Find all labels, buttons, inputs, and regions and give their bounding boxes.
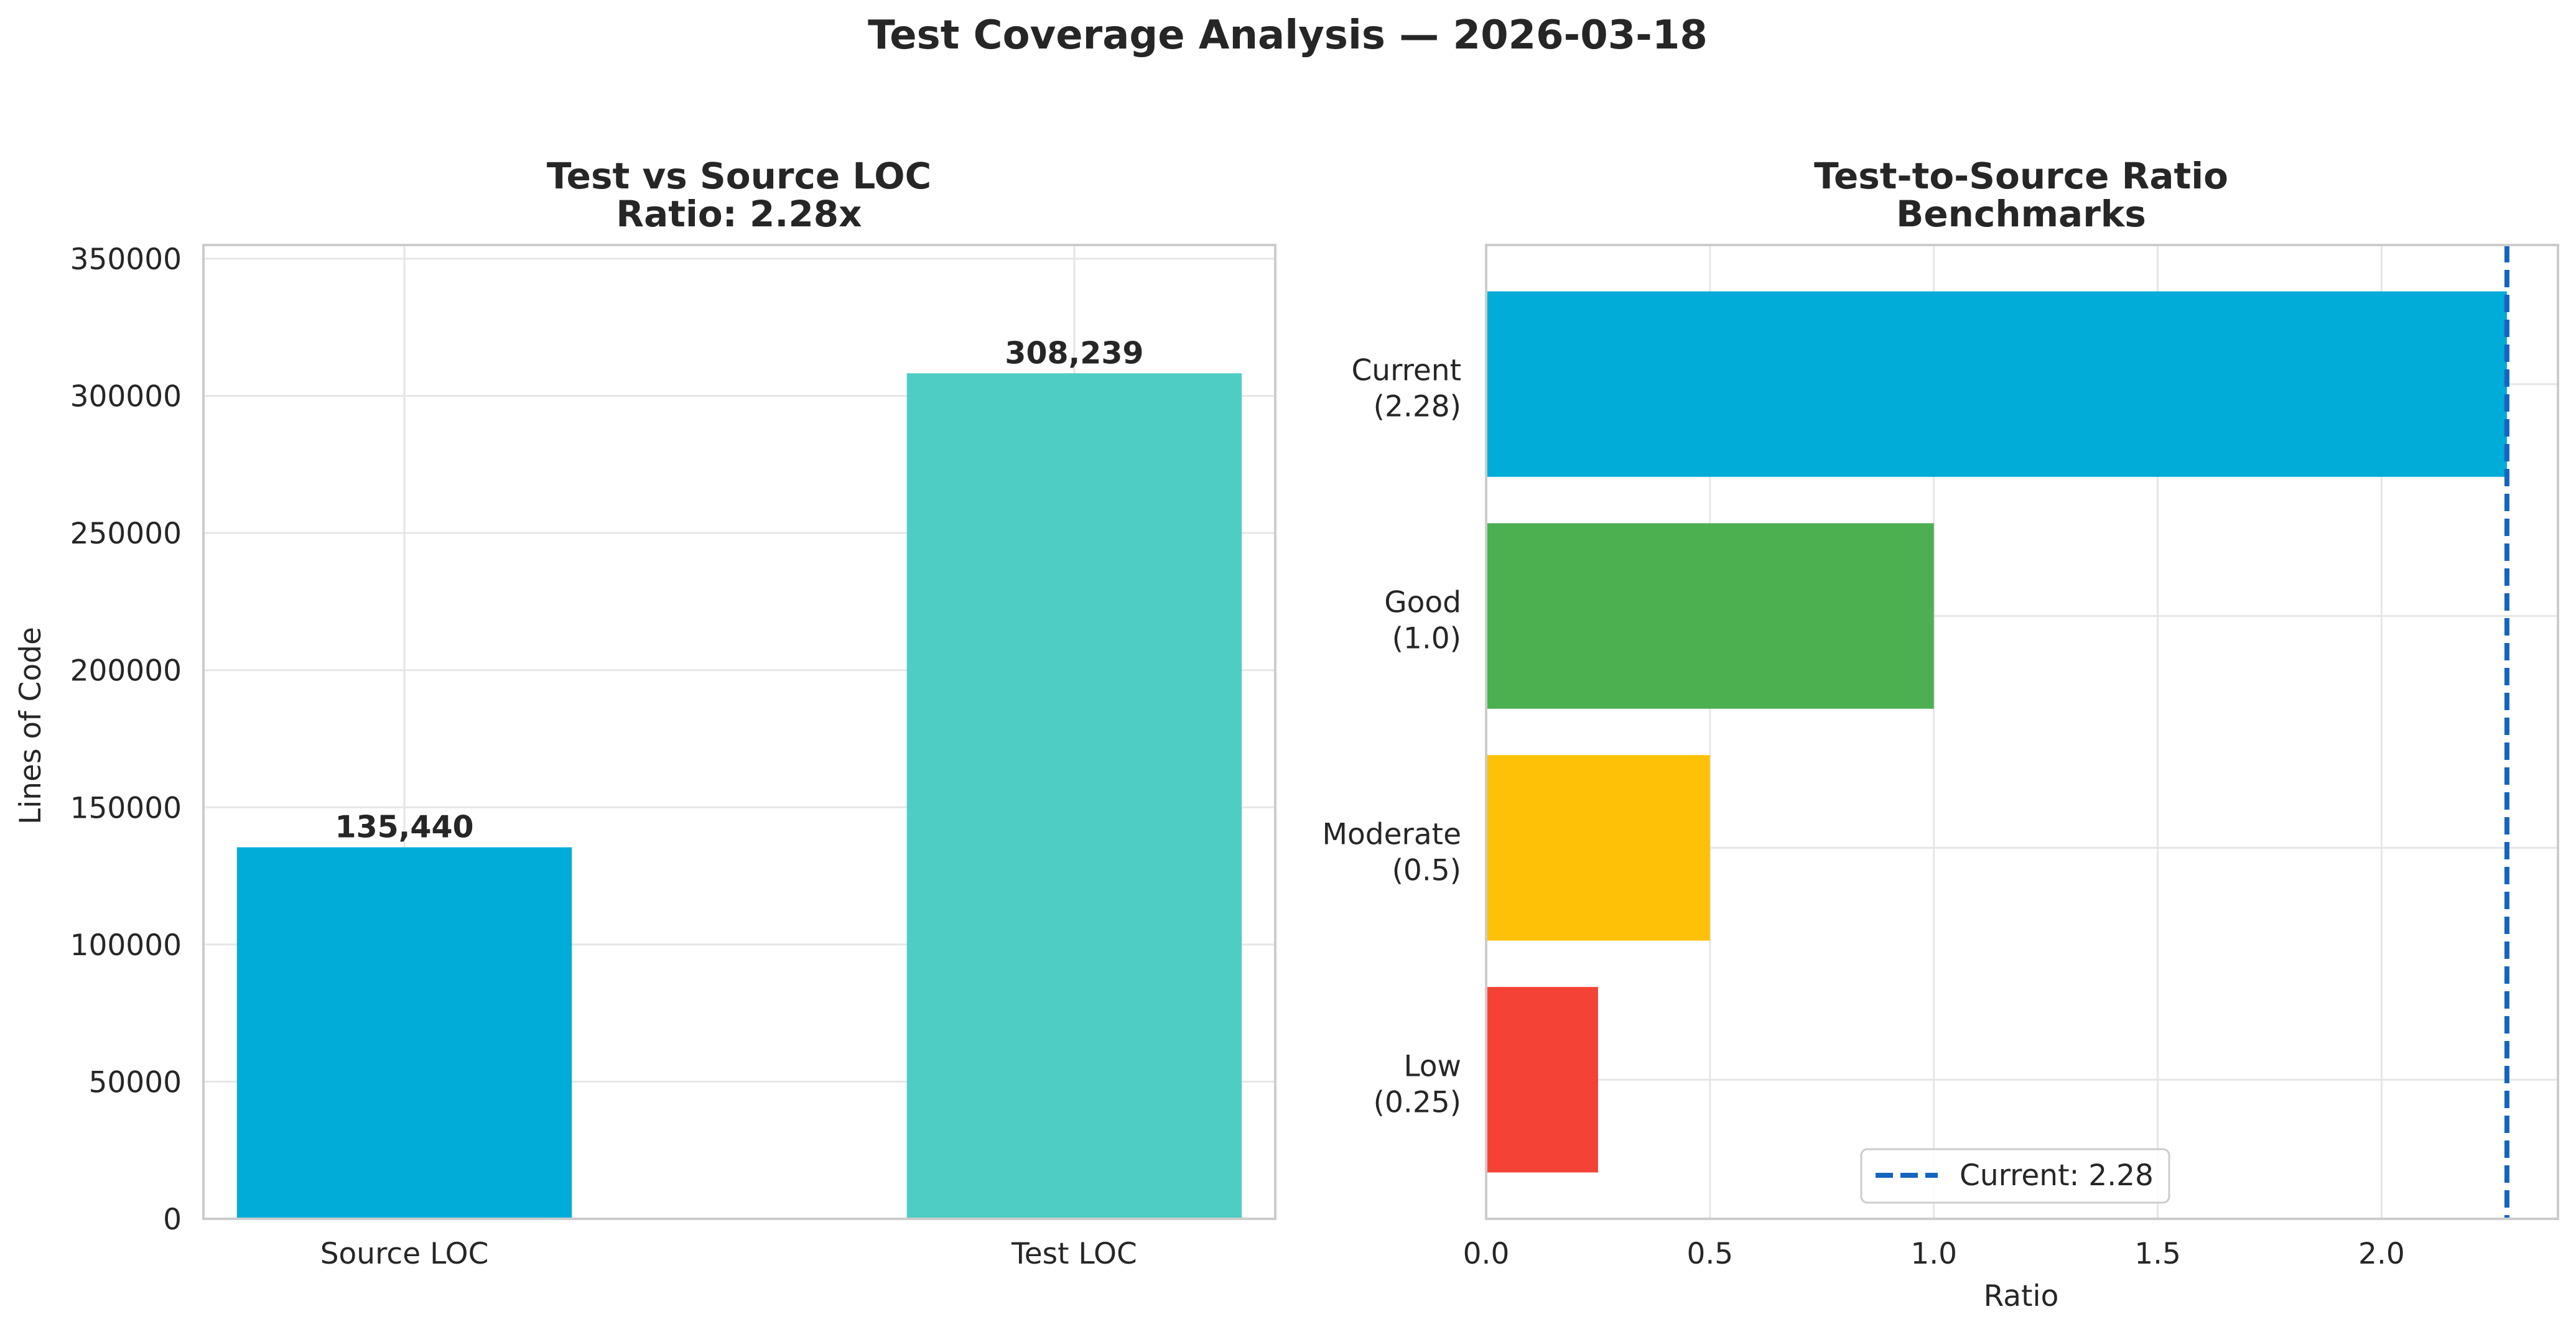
- ratio-chart-ytick-label-line2: (2.28): [1374, 390, 1461, 424]
- figure-title: Test Coverage Analysis — 2026-03-18: [868, 12, 1708, 58]
- ratio-chart-xtick-label: 0.0: [1463, 1237, 1510, 1271]
- ratio-chart-xtick-label: 0.5: [1686, 1237, 1733, 1271]
- ratio-chart-x-ticks: 0.0 0.5 1.0 1.5 2.0: [1463, 1237, 2405, 1271]
- ratio-chart-xtick-label: 1.5: [2134, 1237, 2181, 1271]
- loc-chart-xtick-label: Test LOC: [1011, 1237, 1137, 1271]
- ratio-chart-y-ticks: Current(2.28) Good(1.0) Moderate(0.5) Low(0…: [1322, 354, 1461, 1120]
- ratio-bar: [1486, 755, 1710, 941]
- loc-comparison-chart: Test vs Source LOC Ratio: 2.28x Lines of…: [14, 155, 1276, 1271]
- ratio-chart-ytick-label-line2: (0.5): [1392, 853, 1461, 887]
- loc-chart-y-ticks: 0 50000 100000 150000 200000 250000 300000 3500…: [70, 243, 182, 1237]
- loc-chart-ytick-label: 0: [163, 1203, 182, 1237]
- legend-box: [1860, 1148, 2170, 1204]
- loc-chart-ytick-label: 100000: [70, 928, 182, 963]
- loc-bar: [906, 373, 1242, 1219]
- ratio-chart-legend: Current: 2.28: [1860, 1148, 2170, 1204]
- loc-chart-data-labels: 135,440 308,239: [335, 335, 1143, 844]
- loc-chart-title-line1: Test vs Source LOC: [547, 155, 931, 197]
- loc-chart-xtick-label: Source LOC: [320, 1237, 489, 1271]
- loc-chart-frame: [202, 244, 1276, 1220]
- ratio-chart-xlabel: Ratio: [1984, 1279, 2059, 1313]
- ratio-chart-xtick-label: 1.0: [1910, 1237, 1957, 1271]
- ratio-benchmark-chart: Test-to-Source Ratio Benchmarks Ratio Cu…: [1322, 155, 2559, 1313]
- loc-bar-value-label: 135,440: [335, 810, 473, 845]
- ratio-chart-title-line1: Test-to-Source Ratio: [1814, 155, 2228, 197]
- ratio-bar: [1486, 987, 1598, 1173]
- ratio-chart-frame: [1485, 244, 2559, 1220]
- loc-chart-ytick-label: 200000: [70, 654, 182, 688]
- loc-chart-ytick-label: 50000: [88, 1065, 182, 1099]
- loc-chart-ylabel: Lines of Code: [14, 627, 48, 825]
- loc-bar: [236, 847, 572, 1219]
- loc-chart-title-line2: Ratio: 2.28x: [616, 193, 862, 235]
- loc-chart-ytick-label: 350000: [70, 243, 182, 277]
- legend-label: Current: 2.28: [1960, 1159, 2154, 1193]
- loc-bar-value-label: 308,239: [1005, 335, 1143, 371]
- ratio-bar: [1486, 523, 1934, 709]
- loc-chart-x-ticks: Source LOC Test LOC: [320, 1237, 1137, 1271]
- loc-chart-ytick-label: 250000: [70, 517, 182, 551]
- loc-chart-ytick-label: 150000: [70, 791, 182, 825]
- loc-chart-bars: [236, 373, 1242, 1219]
- ratio-chart-ytick-label-line2: (1.0): [1392, 622, 1461, 656]
- ratio-chart-ytick-label-line1: Low: [1403, 1049, 1461, 1083]
- ratio-chart-ytick-label-line1: Current: [1351, 354, 1461, 388]
- ratio-chart-ytick-label-line2: (0.25): [1374, 1085, 1461, 1119]
- ratio-chart-ytick-label-line1: Good: [1384, 586, 1461, 620]
- ratio-chart-title-line2: Benchmarks: [1896, 193, 2146, 235]
- ratio-bar: [1486, 291, 2507, 477]
- ratio-chart-xtick-label: 2.0: [2358, 1237, 2405, 1271]
- ratio-chart-ytick-label-line1: Moderate: [1322, 817, 1461, 851]
- ratio-chart-bars: [1486, 291, 2507, 1173]
- loc-chart-ytick-label: 300000: [70, 380, 182, 414]
